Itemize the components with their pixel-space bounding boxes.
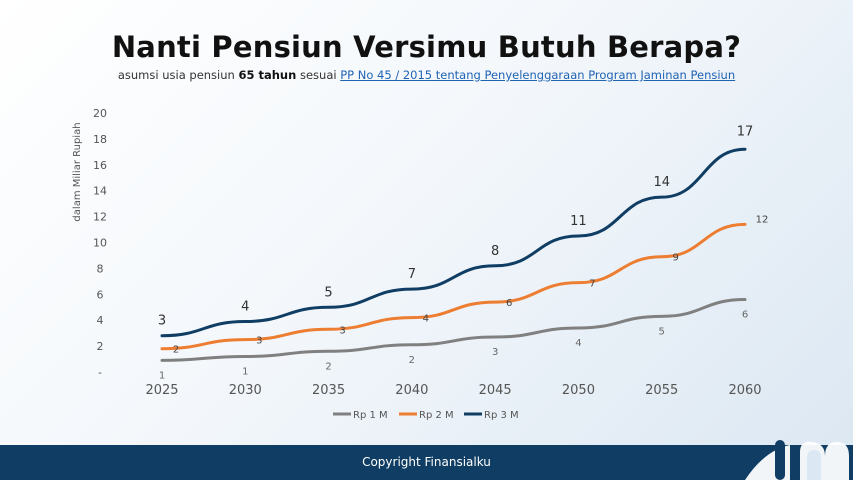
y-tick-label: 10 <box>93 237 107 250</box>
subtitle-prefix: asumsi usia pensiun <box>117 68 239 82</box>
data-label: 4 <box>423 314 429 325</box>
data-label: 9 <box>673 253 679 264</box>
legend-label: Rp 3 M <box>484 410 519 421</box>
y-tick-label: 18 <box>93 133 107 146</box>
y-tick-label: 8 <box>97 262 104 275</box>
y-tick-label: 4 <box>97 314 104 327</box>
series-line-3 <box>160 147 747 338</box>
data-label: 14 <box>653 175 670 190</box>
series-lines <box>160 147 747 362</box>
data-label: 6 <box>506 298 512 309</box>
y-tick-label: 6 <box>97 288 104 301</box>
subtitle-retirement-age: 65 tahun <box>238 68 297 82</box>
data-label: 11 <box>570 214 587 229</box>
data-label: 1 <box>242 366 248 377</box>
data-label: 5 <box>324 285 332 300</box>
data-label: 3 <box>492 347 498 358</box>
data-label: 1 <box>159 370 165 381</box>
data-label: 8 <box>491 244 499 259</box>
x-tick-label: 2055 <box>645 383 678 398</box>
legend-label: Rp 1 M <box>353 410 388 421</box>
copyright-text: Copyright Finansialku <box>362 455 491 469</box>
brand-logo-icon <box>745 440 849 480</box>
legend: Rp 1 M Rp 2 M Rp 3 M <box>333 410 519 421</box>
series-line-1 <box>160 297 747 362</box>
series-line-2 <box>160 222 747 351</box>
regulation-link[interactable]: PP No 45 / 2015 tentang Penyelenggaraan … <box>340 68 736 82</box>
x-tick-label: 2025 <box>145 383 178 398</box>
y-tick-label: - <box>98 366 102 379</box>
legend-label: Rp 2 M <box>419 410 454 421</box>
data-label: 17 <box>737 124 754 139</box>
y-axis: - 2 4 6 8 10 12 14 16 18 20 <box>93 107 107 379</box>
x-tick-label: 2045 <box>479 383 512 398</box>
x-tick-label: 2050 <box>562 383 595 398</box>
chart-subtitle: asumsi usia pensiun 65 tahun sesuai PP N… <box>0 68 853 82</box>
y-tick-label: 20 <box>93 107 107 120</box>
chart-title: Nanti Pensiun Versimu Butuh Berapa? <box>111 30 742 64</box>
y-axis-label: dalam Miliar Rupiah <box>72 122 83 221</box>
data-label: 2 <box>409 355 415 366</box>
data-label: 3 <box>256 336 262 347</box>
x-tick-label: 2040 <box>395 383 428 398</box>
subtitle-middle: sesuai <box>296 68 341 82</box>
x-axis: 2025 2030 2035 2040 2045 2050 2055 2060 <box>145 383 761 398</box>
data-label: 7 <box>589 279 595 290</box>
data-label: 3 <box>339 325 345 336</box>
data-label: 4 <box>241 299 249 314</box>
y-tick-label: 14 <box>93 185 107 198</box>
data-label: 6 <box>742 309 748 320</box>
x-tick-label: 2030 <box>229 383 262 398</box>
y-tick-label: 12 <box>93 211 107 224</box>
x-tick-label: 2060 <box>728 383 761 398</box>
data-label: 2 <box>173 345 179 356</box>
data-label: 5 <box>659 326 665 337</box>
data-label: 7 <box>408 267 416 282</box>
data-label: 3 <box>158 314 166 329</box>
data-label: 2 <box>325 361 331 372</box>
x-tick-label: 2035 <box>312 383 345 398</box>
y-tick-label: 16 <box>93 159 107 172</box>
y-tick-label: 2 <box>97 340 104 353</box>
data-label: 4 <box>575 338 581 349</box>
data-label: 12 <box>756 214 769 225</box>
footer-bar <box>0 445 853 480</box>
